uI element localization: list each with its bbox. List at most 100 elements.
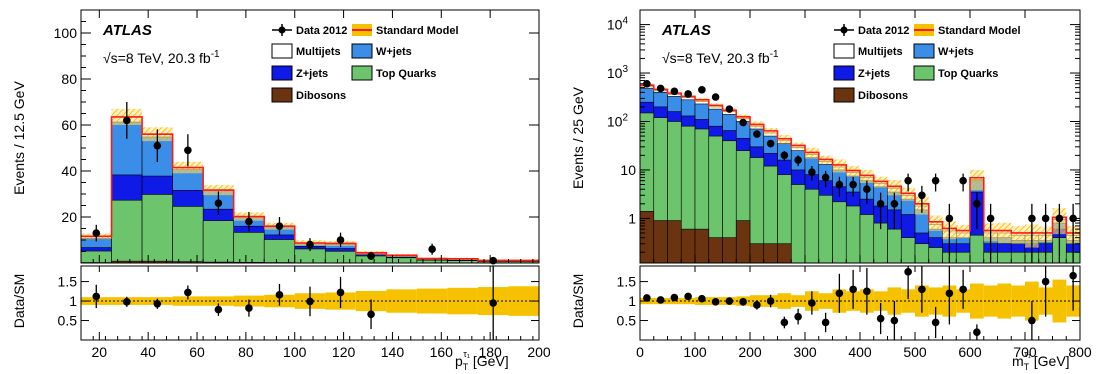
right-y-tick-base: 10 [607,65,623,81]
right-data-point [725,105,734,113]
right-bar-top [928,247,943,263]
right-legend-sm: Standard Model [914,24,1021,37]
left-ratio-frame [80,265,540,341]
right-legend-multijets-label: Multijets [858,46,903,58]
right-ratio-point [684,292,692,301]
right-ratio-point [945,266,954,325]
right-ratio-point [698,294,706,303]
right-ratio-y-tick-label: 1.5 [617,274,637,290]
right-legend-wjets-label: W+jets [938,46,974,58]
right-x-tick-label: 500 [903,344,927,360]
right-x-unit: [GeV] [1034,353,1070,369]
right-ratio-point [670,293,679,302]
right-y-tick-base: 10 [607,113,623,129]
left-data-marker [275,222,284,230]
left-bar-top [294,248,326,263]
left-legend: Data 2012 Standard Model Multijets W+jet… [271,24,459,103]
right-ratio-marker [739,298,747,306]
left-energy-sup: -1 [211,49,220,60]
right-ratio-band [983,285,998,317]
right-ratio-marker [959,285,967,294]
left-stack [81,108,539,263]
left-bar-top [81,250,112,263]
right-ratio-point [1028,301,1036,340]
right-data-marker [959,176,967,185]
right-ratio-marker [794,312,802,321]
left-x-tick-label: 200 [527,344,551,360]
right-data-point [794,155,802,167]
right-y-tick-label: 102 [607,112,629,129]
right-energy-text: √s=8 TeV, 20.3 fb [662,50,770,66]
right-data-point [835,176,844,197]
right-bar-top [997,251,1012,263]
right-legend: Data 2012 Standard Model Multijets W+jet… [833,24,1021,103]
right-ratio-point [643,294,651,302]
right-bar-dibosons [749,243,765,263]
right-ratio-point [780,316,789,329]
left-data-point [123,102,131,139]
right-energy-sup: -1 [770,49,779,60]
left-data-marker [123,116,131,125]
left-bar-top [386,257,418,263]
right-bar-top [818,194,833,263]
right-y-tick-exp: 4 [622,16,628,27]
right-data-point [945,203,954,263]
right-data-marker [643,79,651,88]
right-bar-top [859,214,875,263]
right-ratio-marker [643,294,651,302]
right-data-marker [821,173,830,182]
right-bar-top [1010,251,1026,263]
right-ratio-band [928,287,943,315]
right-y-tick-label: 1 [628,210,636,226]
right-legend-dibosons-label: Dibosons [858,90,908,102]
right-ratio-marker [821,318,830,327]
left-x-tick-label: 40 [140,344,156,360]
right-data-marker [1028,214,1036,223]
right-x-tick-label: 700 [1013,344,1037,360]
left-x-var: p [455,353,463,369]
right-x-var: m [1012,353,1024,369]
right-legend-dibosons: Dibosons [833,87,908,103]
right-ratio-point [711,298,720,306]
right-y-axis-label: Events / 25 GeV [570,86,586,189]
right-bar-dibosons [667,220,682,263]
left-data-point [367,252,375,261]
right-bar-top [969,234,985,263]
right-ratio-point [725,297,734,305]
right-y-tick-label: 104 [607,16,629,33]
right-data-point [766,139,775,148]
right-ratio-point [890,301,899,340]
left-legend-data: Data 2012 [272,24,347,37]
right-legend-wjets: W+jets [913,43,974,59]
right-ratio-point [1069,266,1077,311]
right-ratio-band [1011,285,1025,317]
right-ratio-marker [670,293,679,302]
right-bar-dibosons [735,220,751,263]
right-ratio-band [887,287,902,315]
left-ratio-marker [92,292,101,301]
right-stack [640,83,1080,263]
right-ratio-y-tick-label: 1 [628,293,636,309]
right-data-point [876,192,885,230]
left-ratio-point [184,285,192,300]
left-y-tick-label: 100 [54,25,78,41]
right-ratio-marker [1069,271,1077,280]
right-ratio-marker [766,297,775,305]
right-data-marker [986,214,995,223]
right-x-tick-label: 300 [793,344,817,360]
left-x-tick-label: 20 [92,344,108,360]
right-ratio-point [656,296,665,304]
left-x-axis-label: pTτ₁ [GeV] [455,349,509,372]
right-ratio-marker [904,268,912,276]
right-data-point [780,151,789,161]
right-ratio-point [808,291,816,315]
left-data-point [153,129,162,163]
right-x-tick-label: 0 [636,344,644,360]
right-ratio-marker [656,296,665,304]
left-atlas-label: ATLAS [102,22,152,39]
right-data-marker [890,200,899,208]
right-sm-unc-band [956,225,970,239]
right-bar-top [887,228,902,263]
right-ratio-marker [808,299,816,307]
